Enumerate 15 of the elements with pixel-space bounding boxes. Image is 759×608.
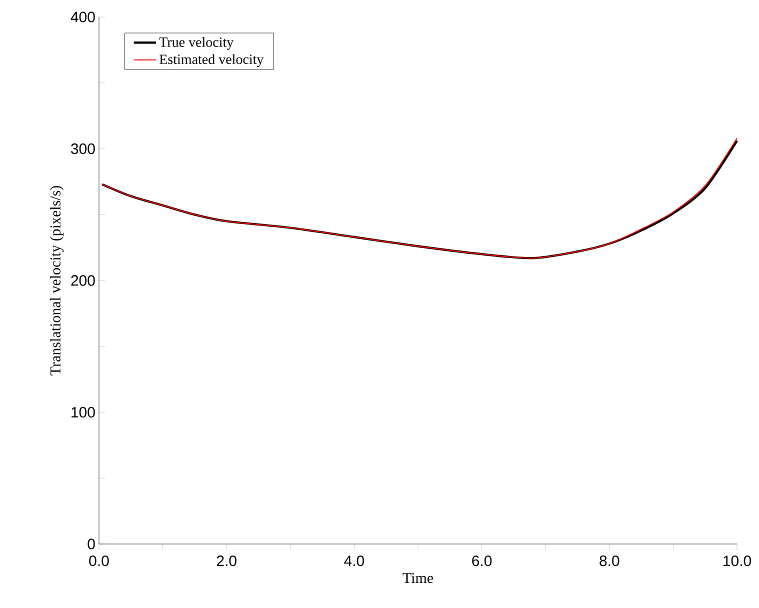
- y-axis-title: Translational velocity (pixels/s): [50, 186, 64, 376]
- x-tick-label: 4.0: [344, 556, 364, 566]
- y-tick-label: 0: [88, 538, 95, 550]
- x-tick-label: 0.0: [89, 556, 109, 566]
- x-tick-label: 2.0: [216, 556, 236, 566]
- y-tick-label: 400: [70, 12, 95, 22]
- legend-label: Estimated velocity: [160, 54, 264, 67]
- x-axis-title: Time: [402, 573, 434, 584]
- x-tick-label: 6.0: [472, 556, 492, 566]
- legend-label: True velocity: [159, 37, 234, 50]
- y-tick-label: 200: [71, 275, 95, 286]
- y-tick-label: 300: [71, 143, 95, 154]
- x-tick-label: 10.0: [724, 556, 752, 566]
- y-tick-label: 100: [72, 406, 95, 418]
- x-tick-label: 8.0: [600, 556, 620, 566]
